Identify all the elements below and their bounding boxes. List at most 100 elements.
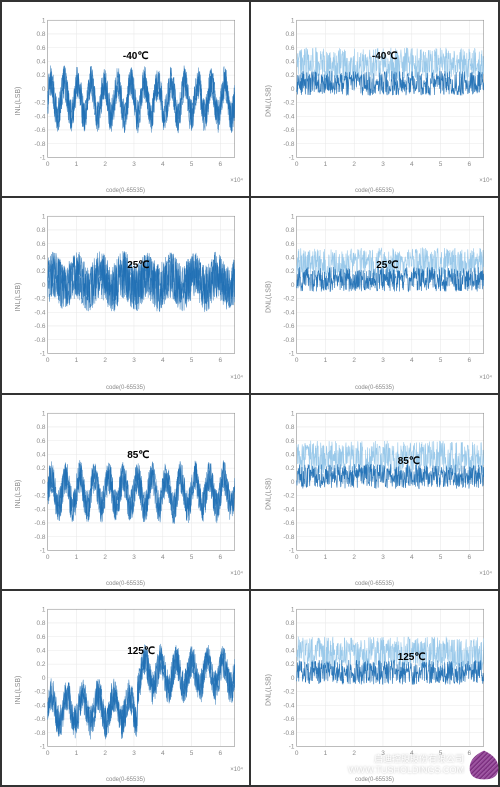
x-axis-exponent: ×10⁴ bbox=[479, 571, 492, 577]
svg-text:0: 0 bbox=[46, 357, 50, 364]
plot-area: -1-0.8-0.6-0.4-0.200.20.40.60.810123456 … bbox=[273, 16, 488, 174]
temperature-label: 25℃ bbox=[127, 260, 149, 271]
svg-text:1: 1 bbox=[75, 161, 79, 168]
x-axis-label: code(0-65535) bbox=[106, 581, 145, 587]
chart-cell-r2-c1: DNL(LSB) -1-0.8-0.6-0.4-0.200.20.40.60.8… bbox=[250, 394, 499, 590]
svg-text:4: 4 bbox=[410, 357, 414, 364]
svg-text:4: 4 bbox=[161, 750, 165, 757]
x-axis-exponent: ×10⁴ bbox=[230, 375, 243, 381]
temperature-label: 85℃ bbox=[127, 450, 149, 461]
plot-area: -1-0.8-0.6-0.4-0.200.20.40.60.810123456 … bbox=[24, 409, 239, 567]
svg-text:0.8: 0.8 bbox=[286, 620, 295, 627]
svg-text:0.8: 0.8 bbox=[37, 31, 46, 38]
svg-text:1: 1 bbox=[42, 606, 46, 613]
svg-text:0.2: 0.2 bbox=[286, 465, 295, 472]
x-axis-label: code(0-65535) bbox=[106, 777, 145, 783]
svg-text:0.4: 0.4 bbox=[37, 255, 46, 262]
svg-text:5: 5 bbox=[190, 553, 194, 560]
svg-text:1: 1 bbox=[324, 357, 328, 364]
svg-text:1: 1 bbox=[42, 214, 46, 221]
svg-text:1: 1 bbox=[324, 750, 328, 757]
watermark-text: 启迪控股股份有限公司 WWW.TUSHOLDINGS.COM bbox=[348, 754, 464, 776]
svg-text:0.8: 0.8 bbox=[37, 620, 46, 627]
svg-text:3: 3 bbox=[132, 750, 136, 757]
svg-text:4: 4 bbox=[161, 357, 165, 364]
svg-text:1: 1 bbox=[75, 553, 79, 560]
svg-text:-0.4: -0.4 bbox=[34, 113, 46, 120]
temperature-label: 125℃ bbox=[398, 652, 426, 663]
svg-text:5: 5 bbox=[190, 161, 194, 168]
chart-wrap: INL(LSB) -1-0.8-0.6-0.4-0.200.20.40.60.8… bbox=[6, 206, 245, 388]
svg-text:0: 0 bbox=[46, 553, 50, 560]
svg-text:-0.4: -0.4 bbox=[283, 113, 295, 120]
svg-text:6: 6 bbox=[468, 357, 472, 364]
svg-text:0: 0 bbox=[295, 357, 299, 364]
svg-text:0: 0 bbox=[295, 161, 299, 168]
svg-text:6: 6 bbox=[468, 161, 472, 168]
svg-text:-0.2: -0.2 bbox=[283, 492, 295, 499]
chart-cell-r1-c1: DNL(LSB) -1-0.8-0.6-0.4-0.200.20.40.60.8… bbox=[250, 197, 499, 393]
svg-text:3: 3 bbox=[381, 161, 385, 168]
y-axis-label: INL(LSB) bbox=[15, 479, 22, 508]
svg-text:-0.6: -0.6 bbox=[34, 716, 46, 723]
svg-text:0.2: 0.2 bbox=[37, 661, 46, 668]
watermark-line1: 启迪控股股份有限公司 bbox=[348, 754, 464, 765]
x-axis-label: code(0-65535) bbox=[106, 385, 145, 391]
svg-text:-0.8: -0.8 bbox=[283, 533, 295, 540]
svg-text:0: 0 bbox=[291, 86, 295, 93]
svg-text:6: 6 bbox=[219, 553, 223, 560]
svg-text:0.2: 0.2 bbox=[37, 465, 46, 472]
svg-text:-0.6: -0.6 bbox=[34, 323, 46, 330]
temperature-label: -40℃ bbox=[372, 51, 398, 62]
plot-area: -1-0.8-0.6-0.4-0.200.20.40.60.810123456 … bbox=[273, 605, 488, 763]
svg-text:1: 1 bbox=[291, 410, 295, 417]
svg-text:3: 3 bbox=[132, 553, 136, 560]
x-axis-label: code(0-65535) bbox=[355, 385, 394, 391]
svg-text:0: 0 bbox=[291, 478, 295, 485]
svg-text:3: 3 bbox=[381, 553, 385, 560]
svg-text:0.4: 0.4 bbox=[286, 255, 295, 262]
x-axis-exponent: ×10⁴ bbox=[230, 178, 243, 184]
y-axis-label: INL(LSB) bbox=[15, 87, 22, 116]
plot-area: -1-0.8-0.6-0.4-0.200.20.40.60.810123456 … bbox=[273, 409, 488, 567]
svg-text:2: 2 bbox=[103, 553, 107, 560]
svg-text:1: 1 bbox=[324, 553, 328, 560]
svg-text:0.4: 0.4 bbox=[286, 647, 295, 654]
svg-text:6: 6 bbox=[219, 750, 223, 757]
svg-text:0.4: 0.4 bbox=[37, 647, 46, 654]
svg-text:1: 1 bbox=[75, 357, 79, 364]
x-axis-label: code(0-65535) bbox=[355, 581, 394, 587]
svg-text:-0.6: -0.6 bbox=[283, 520, 295, 527]
y-axis-label: DNL(LSB) bbox=[265, 478, 272, 510]
svg-text:-0.4: -0.4 bbox=[34, 702, 46, 709]
svg-text:5: 5 bbox=[190, 750, 194, 757]
chart-cell-r2-c0: INL(LSB) -1-0.8-0.6-0.4-0.200.20.40.60.8… bbox=[1, 394, 250, 590]
svg-text:-0.2: -0.2 bbox=[283, 688, 295, 695]
svg-text:0.4: 0.4 bbox=[286, 451, 295, 458]
svg-text:0.6: 0.6 bbox=[286, 437, 295, 444]
plot-area: -1-0.8-0.6-0.4-0.200.20.40.60.810123456 … bbox=[24, 212, 239, 370]
svg-text:0.2: 0.2 bbox=[286, 72, 295, 79]
svg-text:0.2: 0.2 bbox=[37, 72, 46, 79]
svg-text:1: 1 bbox=[324, 161, 328, 168]
svg-text:0: 0 bbox=[42, 86, 46, 93]
svg-text:-0.4: -0.4 bbox=[283, 310, 295, 317]
svg-text:2: 2 bbox=[352, 161, 356, 168]
svg-text:-0.6: -0.6 bbox=[283, 323, 295, 330]
svg-text:-0.6: -0.6 bbox=[34, 520, 46, 527]
y-axis-label: INL(LSB) bbox=[15, 675, 22, 704]
svg-text:-0.2: -0.2 bbox=[34, 100, 46, 107]
svg-text:0.6: 0.6 bbox=[286, 634, 295, 641]
svg-text:5: 5 bbox=[439, 161, 443, 168]
svg-text:-0.2: -0.2 bbox=[34, 296, 46, 303]
svg-text:2: 2 bbox=[352, 553, 356, 560]
svg-text:-0.8: -0.8 bbox=[34, 141, 46, 148]
plot-area: -1-0.8-0.6-0.4-0.200.20.40.60.810123456 … bbox=[24, 16, 239, 174]
svg-text:4: 4 bbox=[410, 553, 414, 560]
svg-text:-0.6: -0.6 bbox=[283, 127, 295, 134]
temperature-label: 85℃ bbox=[398, 456, 420, 467]
svg-text:-0.4: -0.4 bbox=[34, 506, 46, 513]
x-axis-exponent: ×10⁴ bbox=[230, 571, 243, 577]
chart-wrap: INL(LSB) -1-0.8-0.6-0.4-0.200.20.40.60.8… bbox=[6, 403, 245, 585]
plot-area: -1-0.8-0.6-0.4-0.200.20.40.60.810123456 … bbox=[24, 605, 239, 763]
